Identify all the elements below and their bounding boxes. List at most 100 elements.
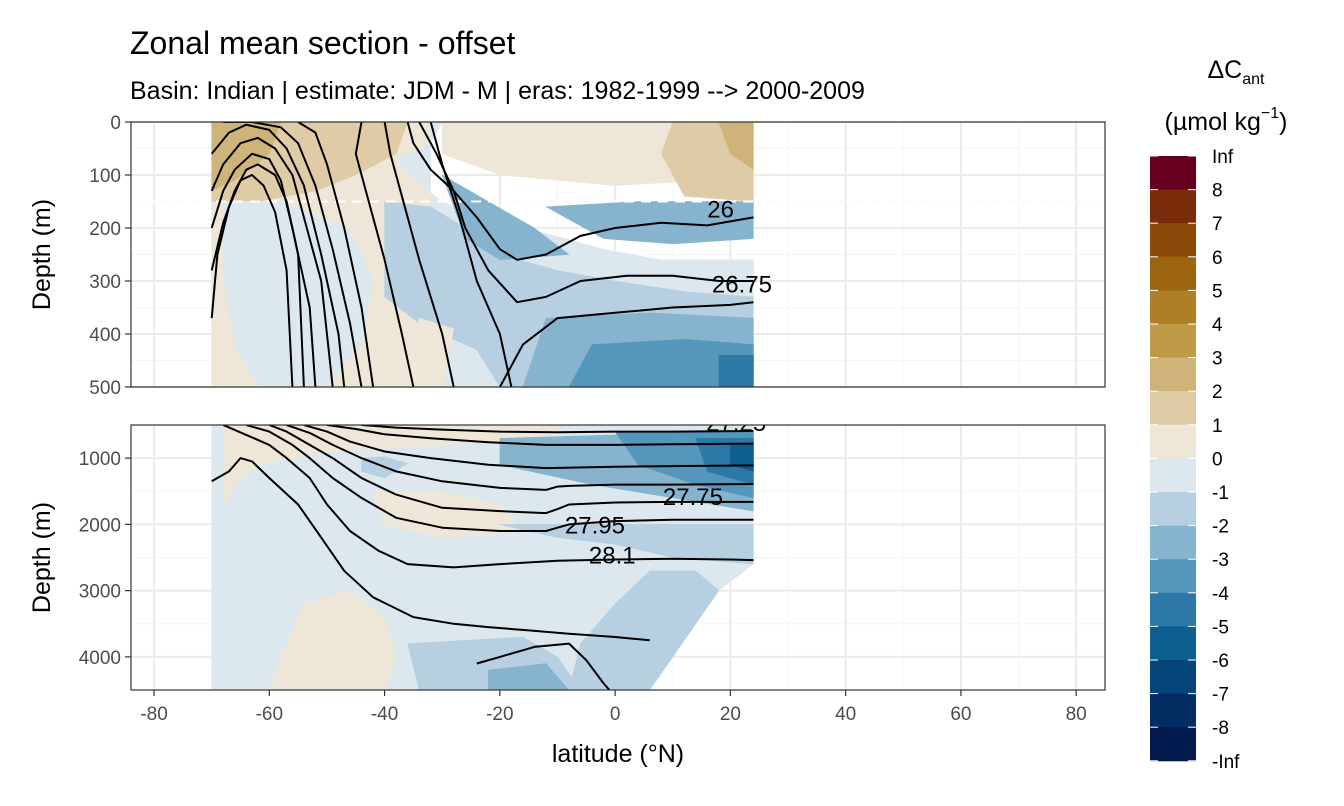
legend-title-sub: ant xyxy=(1242,71,1265,88)
contour-line xyxy=(326,425,754,446)
contour-line xyxy=(429,122,513,387)
legend-tick-label: -4 xyxy=(1212,584,1229,605)
field-region xyxy=(488,663,570,690)
contour-label: 26 xyxy=(707,196,734,223)
y-tick-label: 2000 xyxy=(79,515,121,536)
legend-swatch xyxy=(1150,592,1196,627)
legend-unit-sup: −1 xyxy=(1261,105,1279,122)
field-region xyxy=(499,524,754,565)
x-tick-label: 20 xyxy=(720,704,741,725)
legend-swatch xyxy=(1150,189,1196,224)
contour-label: 27.25 xyxy=(706,410,766,437)
field-region xyxy=(441,122,708,186)
legend-tick-label: 2 xyxy=(1212,382,1223,403)
legend-tick-label: Inf xyxy=(1212,147,1234,168)
legend-swatch xyxy=(1150,626,1196,661)
y-tick-label: 1000 xyxy=(79,449,121,470)
field-region xyxy=(718,354,754,387)
panel-border xyxy=(130,424,1106,691)
contour-line xyxy=(499,301,754,387)
legend-title-main: ΔC xyxy=(1207,56,1242,84)
contour-line xyxy=(354,122,415,387)
contour-line xyxy=(210,123,346,387)
legend-swatch xyxy=(1150,391,1196,426)
chart-title: Zonal mean section - offset xyxy=(130,25,516,61)
y-tick-label: 4000 xyxy=(79,648,121,669)
legend-swatch xyxy=(1150,156,1196,191)
legend-tick-label: -2 xyxy=(1212,517,1229,538)
contour-label: 28.1 xyxy=(589,542,636,569)
chart-subtitle: Basin: Indian | estimate: JDM - M | eras… xyxy=(130,77,865,105)
panel-lower: 27.2527.7527.9528.128.31000200030004000D… xyxy=(28,410,1106,691)
legend-tick-label: -Inf xyxy=(1212,752,1240,773)
y-axis-title: Depth (m) xyxy=(28,199,56,310)
contour-line xyxy=(210,174,294,387)
legend-swatch xyxy=(1150,424,1196,459)
y-tick-label: 400 xyxy=(89,325,121,346)
contour-line xyxy=(222,425,754,569)
legend-unit-suffix: ) xyxy=(1279,108,1287,136)
legend-swatch xyxy=(1150,290,1196,325)
contour-line xyxy=(268,425,754,515)
legend-title: ΔCant xyxy=(1207,56,1265,88)
legend-tick-label: -5 xyxy=(1212,617,1229,638)
contour-line xyxy=(406,122,754,261)
x-tick-label: 60 xyxy=(950,704,971,725)
y-tick-label: 300 xyxy=(89,272,121,293)
contour-line xyxy=(383,122,455,387)
contour-label: 26.75 xyxy=(712,272,772,299)
legend-tick-label: 3 xyxy=(1212,349,1223,370)
legend-unit-prefix: (µmol kg xyxy=(1165,108,1261,136)
contour-line xyxy=(210,152,317,387)
y-tick-label: 200 xyxy=(89,219,121,240)
legend-swatch xyxy=(1150,660,1196,695)
field-region xyxy=(568,570,720,690)
legend-swatch xyxy=(1150,357,1196,392)
legend-unit: (µmol kg−1) xyxy=(1165,105,1288,136)
x-tick-label: -20 xyxy=(486,704,513,725)
legend-tick-label: 0 xyxy=(1212,449,1223,470)
legend-swatch xyxy=(1150,559,1196,594)
contour-line xyxy=(418,122,754,304)
y-tick-label: 0 xyxy=(110,113,121,134)
y-tick-label: 500 xyxy=(89,378,121,399)
contour-line xyxy=(223,122,363,387)
legend-tick-label: -8 xyxy=(1212,718,1229,739)
legend-swatch xyxy=(1150,324,1196,359)
contour-line xyxy=(246,425,754,532)
legend-tick-label: -1 xyxy=(1212,483,1229,504)
legend-tick-label: -7 xyxy=(1212,685,1229,706)
panel-upper: 26 26.75 0 100 200 300 400 500 Depth (m) xyxy=(28,113,1106,399)
field-upper: 26 26.75 xyxy=(131,122,1105,387)
legend-swatch xyxy=(1150,727,1196,762)
panel-border xyxy=(130,121,1106,388)
y-axis-title: Depth (m) xyxy=(28,502,56,613)
x-tick-label: -80 xyxy=(140,704,167,725)
legend-tick-label: -6 xyxy=(1212,651,1229,672)
x-tick-label: 40 xyxy=(835,704,856,725)
x-axis: -80 -60 -40 -20 0 20 40 60 80 xyxy=(140,690,1087,725)
field-region xyxy=(222,425,558,512)
contour-line xyxy=(210,136,334,387)
legend-tick-label: 8 xyxy=(1212,181,1223,202)
legend-tick-label: 4 xyxy=(1212,315,1223,336)
x-tick-label: 80 xyxy=(1066,704,1087,725)
contour-line xyxy=(361,425,754,434)
legend-tick-label: 1 xyxy=(1212,416,1223,437)
contour-line xyxy=(476,642,611,690)
legend-tick-label: -3 xyxy=(1212,550,1229,571)
y-tick-label: 100 xyxy=(89,166,121,187)
legend-tick-label: 5 xyxy=(1212,281,1223,302)
legend: ΔCant (µmol kg−1) Inf 8 7 6 5 4 3 2 1 0 -1 -2 -3 -4 -5… xyxy=(1150,56,1287,773)
legend-swatch xyxy=(1150,525,1196,560)
legend-swatch xyxy=(1150,223,1196,258)
contour-label: 27.75 xyxy=(663,484,723,511)
field-region xyxy=(222,201,374,387)
x-tick-label: -40 xyxy=(371,704,398,725)
x-tick-label: -60 xyxy=(256,704,283,725)
legend-swatch xyxy=(1150,492,1196,527)
legend-swatch xyxy=(1150,693,1196,728)
field-region xyxy=(545,201,754,245)
